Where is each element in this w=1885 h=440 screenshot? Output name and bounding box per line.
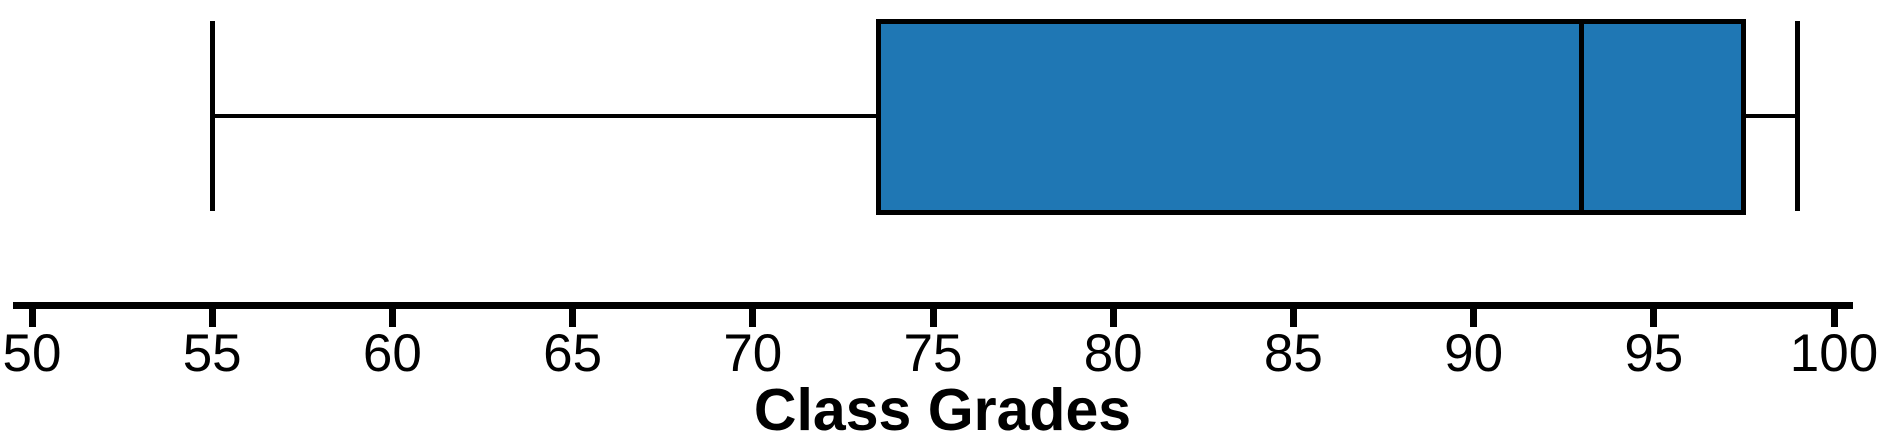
whisker-cap-min	[209, 21, 215, 211]
tick-mark	[1289, 309, 1297, 327]
tick-mark	[1830, 309, 1838, 327]
tick-mark	[388, 309, 396, 327]
iqr-box	[876, 19, 1747, 215]
tick-label: 65	[543, 324, 603, 383]
tick-mark	[1470, 309, 1478, 327]
tick-mark	[569, 309, 577, 327]
tick-mark	[208, 309, 216, 327]
tick-label: 55	[182, 324, 242, 383]
tick-label: 90	[1444, 324, 1504, 383]
tick-mark	[749, 309, 757, 327]
tick-label: 75	[903, 324, 963, 383]
median-line	[1579, 19, 1585, 215]
tick-label: 50	[2, 324, 62, 383]
tick-label: 70	[723, 324, 783, 383]
tick-label: 100	[1789, 324, 1879, 383]
tick-label: 85	[1263, 324, 1323, 383]
x-axis-label: Class Grades	[753, 377, 1132, 440]
tick-label: 95	[1624, 324, 1684, 383]
whisker-cap-max	[1795, 21, 1801, 211]
tick-mark	[28, 309, 36, 327]
tick-label: 60	[362, 324, 422, 383]
tick-label: 80	[1083, 324, 1143, 383]
whisker-right-line	[1743, 114, 1798, 118]
tick-mark	[929, 309, 937, 327]
x-axis-line	[13, 302, 1853, 309]
tick-mark	[1109, 309, 1117, 327]
tick-mark	[1650, 309, 1658, 327]
whisker-left-line	[212, 114, 879, 118]
